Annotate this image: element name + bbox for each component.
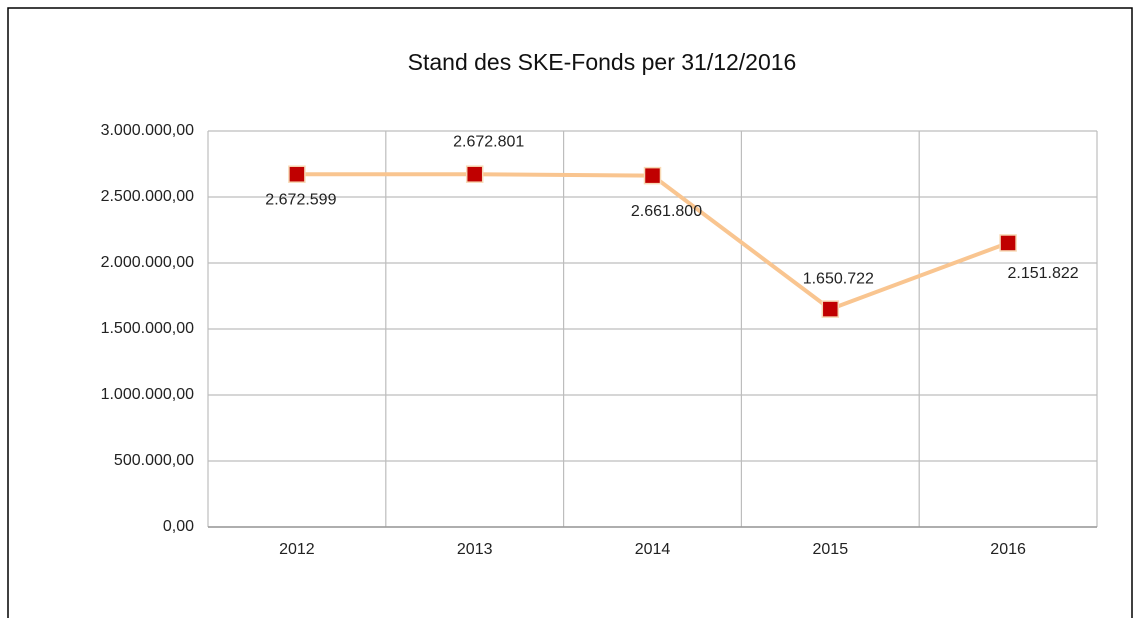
chart-title: Stand des SKE-Fonds per 31/12/2016 (408, 49, 797, 75)
x-tick-label: 2014 (635, 541, 671, 558)
y-tick-label: 3.000.000,00 (101, 122, 195, 139)
marker (999, 234, 1017, 252)
x-tick-label: 2012 (279, 541, 315, 558)
data-label: 1.650.722 (803, 270, 874, 287)
chart-frame (7, 7, 1133, 618)
y-tick-label: 2.000.000,00 (101, 254, 195, 271)
data-label: 2.672.801 (453, 133, 524, 150)
x-tick-label: 2016 (990, 541, 1026, 558)
x-tick-label: 2015 (813, 541, 849, 558)
y-tick-label: 2.500.000,00 (101, 188, 195, 205)
marker (821, 300, 840, 318)
y-tick-label: 0,00 (163, 518, 194, 535)
x-tick-label: 2013 (457, 541, 493, 558)
data-label: 2.661.800 (631, 203, 702, 220)
y-tick-label: 1.500.000,00 (101, 320, 195, 337)
y-tick-label: 500.000,00 (114, 452, 194, 469)
y-tick-label: 1.000.000,00 (101, 386, 195, 403)
marker (643, 166, 662, 185)
marker (288, 165, 306, 183)
marker (465, 165, 484, 183)
data-label: 2.672.599 (265, 191, 336, 208)
data-label: 2.151.822 (1008, 265, 1079, 282)
